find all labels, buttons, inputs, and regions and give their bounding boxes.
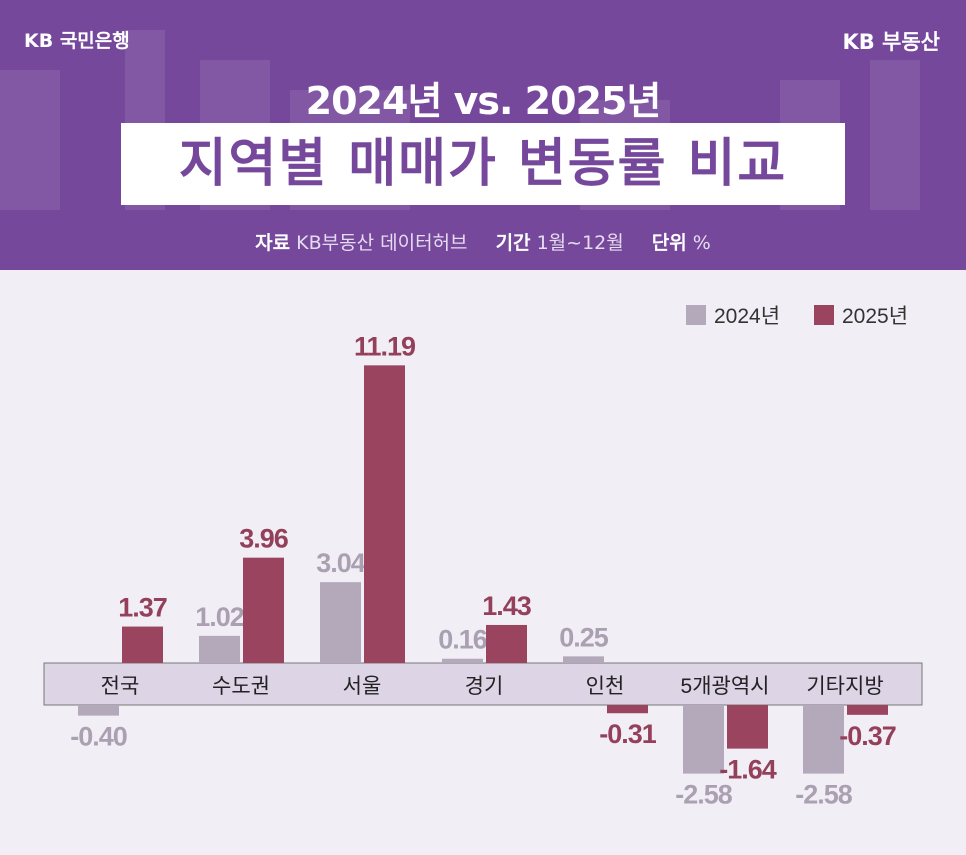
data-label: 1.02 <box>195 602 244 632</box>
data-label: 3.04 <box>316 548 366 578</box>
legend-swatch <box>686 305 706 325</box>
data-label: 0.16 <box>438 625 488 655</box>
data-label: 0.25 <box>559 622 609 652</box>
category-label: 5개광역시 <box>681 675 770 698</box>
chart-title-box: 지역별 매매가 변동률 비교 <box>121 123 845 205</box>
bar-5개광역시-2025년 <box>727 705 768 749</box>
unit-label: 단위 <box>651 232 687 254</box>
kb-real-estate-logo: KB 부동산 <box>842 30 940 54</box>
chart-title: 지역별 매매가 변동률 비교 <box>178 134 788 194</box>
category-label: 수도권 <box>212 675 270 698</box>
bar-기타지방-2025년 <box>847 705 888 715</box>
category-label: 전국 <box>101 675 140 698</box>
legend-label: 2024년 <box>714 305 780 328</box>
bar-서울-2025년 <box>364 365 405 663</box>
bar-전국-2025년 <box>122 626 163 663</box>
bar-인천-2024년 <box>563 656 604 663</box>
category-label: 경기 <box>465 675 504 698</box>
category-label: 인천 <box>586 675 625 698</box>
legend-swatch <box>814 305 834 325</box>
bar-수도권-2024년 <box>199 635 240 663</box>
data-label: -0.40 <box>70 722 127 752</box>
data-label: 1.37 <box>118 593 167 623</box>
bar-기타지방-2024년 <box>803 705 844 774</box>
bar-인천-2025년 <box>607 705 648 714</box>
chart-subtitle: 2024년 vs. 2025년 <box>305 79 662 123</box>
bar-수도권-2025년 <box>243 557 284 663</box>
bar-경기-2025년 <box>486 624 527 663</box>
data-label: -2.58 <box>675 780 733 810</box>
bar-전국-2024년 <box>78 705 119 716</box>
data-label: 11.19 <box>354 331 416 361</box>
source-label: 자료 <box>255 232 291 254</box>
legend-label: 2025년 <box>842 305 908 328</box>
period-label: 기간 <box>495 232 531 254</box>
bar-경기-2024년 <box>442 658 483 663</box>
axis-band <box>43 662 923 706</box>
bar-5개광역시-2024년 <box>683 705 724 774</box>
category-label: 서울 <box>343 675 382 698</box>
period-value: 1월~12월 <box>536 232 624 254</box>
kb-kookmin-logo: KB 국민은행 <box>24 30 130 52</box>
data-label: -0.37 <box>839 721 896 751</box>
data-label: -0.31 <box>599 719 657 749</box>
bar-서울-2024년 <box>320 582 361 663</box>
data-label: 1.43 <box>482 591 532 621</box>
header-banner: KB 국민은행 KB 부동산 2024년 vs. 2025년 지역별 매매가 변… <box>0 0 966 270</box>
data-label: -2.58 <box>795 780 853 810</box>
unit-value: % <box>692 232 711 254</box>
source-info: 자료 KB부동산 데이터허브 기간 1월~12월 단위 % <box>0 228 966 255</box>
data-label: 3.96 <box>239 524 289 554</box>
category-label: 기타지방 <box>806 675 883 698</box>
data-label: -1.64 <box>719 755 777 785</box>
source-value: KB부동산 데이터허브 <box>296 232 468 254</box>
